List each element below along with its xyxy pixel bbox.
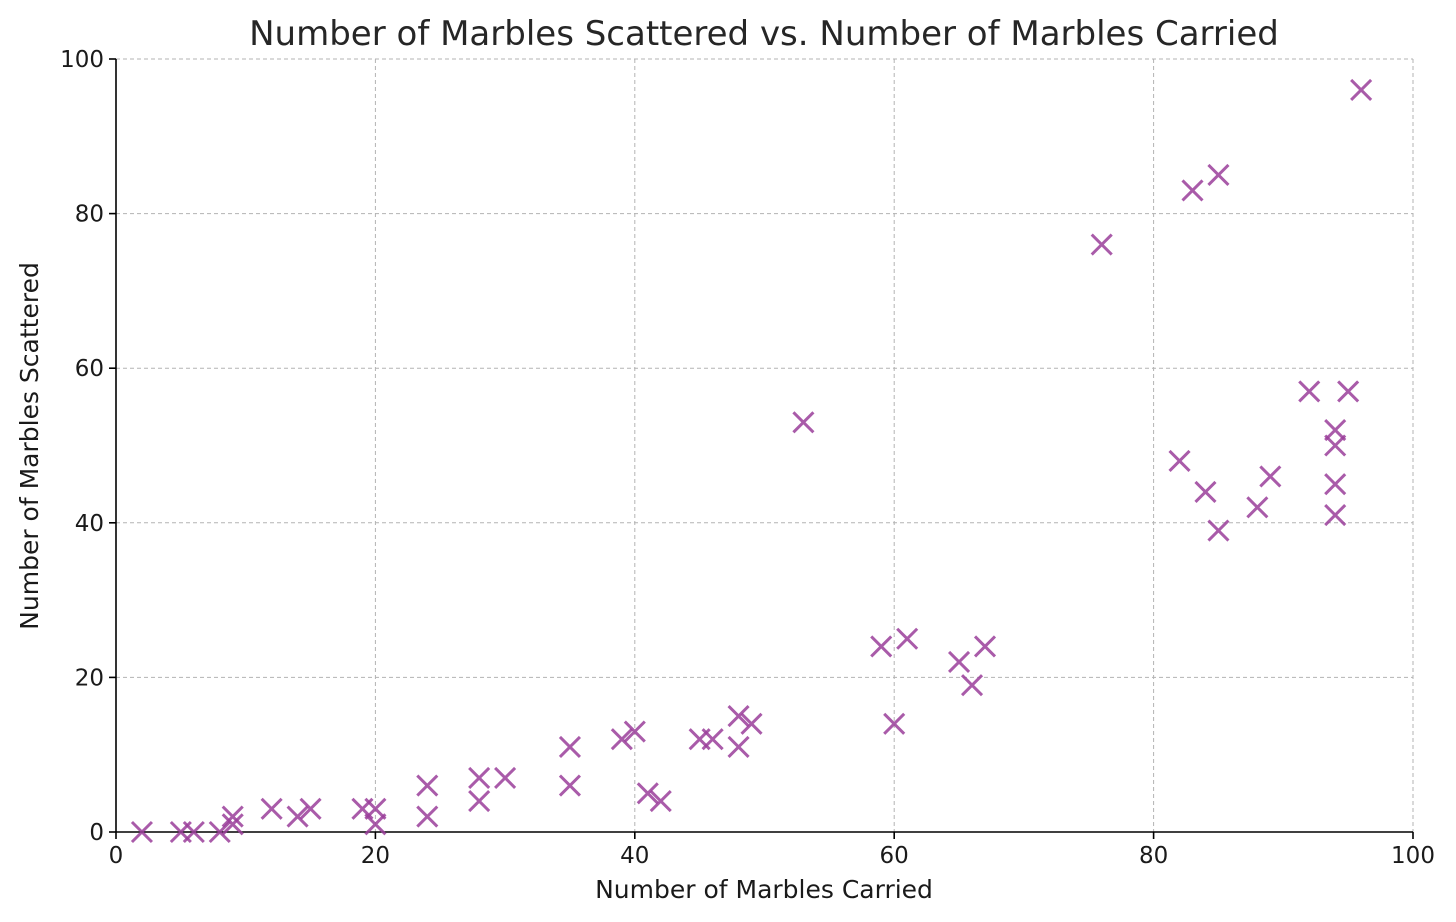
data-point: [182, 820, 205, 844]
data-point: [416, 805, 439, 828]
data-point: [701, 728, 724, 751]
data-point: [130, 820, 154, 844]
plot-frame: [115, 59, 1413, 833]
data-point: [947, 650, 971, 674]
data-point: [610, 728, 633, 751]
data-point: [208, 820, 231, 844]
data-point: [740, 712, 763, 735]
data-point: [1324, 418, 1347, 442]
x-axis-label: Number of Marbles Carried: [595, 875, 933, 904]
data-point: [364, 797, 387, 820]
data-point: [221, 805, 244, 828]
data-point: [623, 720, 646, 743]
data-point: [973, 635, 997, 658]
x-tick-label: 60: [880, 843, 909, 869]
y-tick-label: 80: [75, 202, 104, 228]
data-point: [286, 805, 309, 828]
y-tick-label: 20: [75, 665, 104, 691]
tick-labels: 0 20 40 60 80 100 0 20 40 60 80 100: [60, 47, 1435, 869]
data-point: [1324, 434, 1347, 457]
chart-title: Number of Marbles Scattered vs. Number o…: [249, 14, 1279, 54]
y-tick-label: 0: [89, 820, 104, 846]
data-point: [1090, 233, 1113, 256]
y-tick-label: 100: [60, 47, 104, 73]
x-tick-label: 20: [361, 843, 390, 869]
data-point: [960, 674, 984, 697]
data-point: [260, 797, 283, 820]
x-tick-label: 80: [1139, 843, 1168, 869]
data-point: [896, 627, 919, 650]
data-point: [468, 790, 491, 813]
y-tick-label: 60: [75, 356, 104, 382]
x-tick-label: 0: [109, 843, 124, 869]
data-point: [1207, 163, 1230, 187]
data-point: [883, 712, 906, 735]
data-point: [494, 766, 517, 789]
data-point: [364, 813, 387, 836]
data-point: [558, 735, 582, 759]
data-point: [558, 774, 582, 797]
data-point: [1324, 473, 1347, 496]
data-point: [1194, 480, 1217, 503]
data-point: [299, 797, 322, 820]
data-point: [1259, 465, 1282, 488]
data-point: [1181, 179, 1204, 202]
data-point: [636, 782, 659, 805]
data-point: [1168, 449, 1191, 473]
x-tick-label: 100: [1391, 843, 1435, 869]
data-point: [416, 774, 439, 797]
data-points: [130, 78, 1373, 844]
data-point: [1207, 519, 1230, 542]
data-point: [727, 704, 750, 728]
data-point: [1324, 504, 1347, 527]
data-point: [792, 411, 815, 434]
data-point: [1337, 380, 1360, 403]
data-point: [1298, 380, 1321, 403]
y-tick-label: 40: [75, 511, 104, 537]
data-point: [1246, 496, 1269, 519]
data-point: [870, 635, 893, 658]
x-tick-label: 40: [620, 843, 649, 869]
data-point: [221, 813, 244, 836]
data-point: [468, 766, 491, 789]
data-point: [1350, 78, 1373, 101]
data-point: [649, 790, 672, 813]
gridlines: [116, 58, 1414, 832]
y-axis-label: Number of Marbles Scattered: [15, 262, 44, 630]
data-point: [727, 735, 750, 759]
